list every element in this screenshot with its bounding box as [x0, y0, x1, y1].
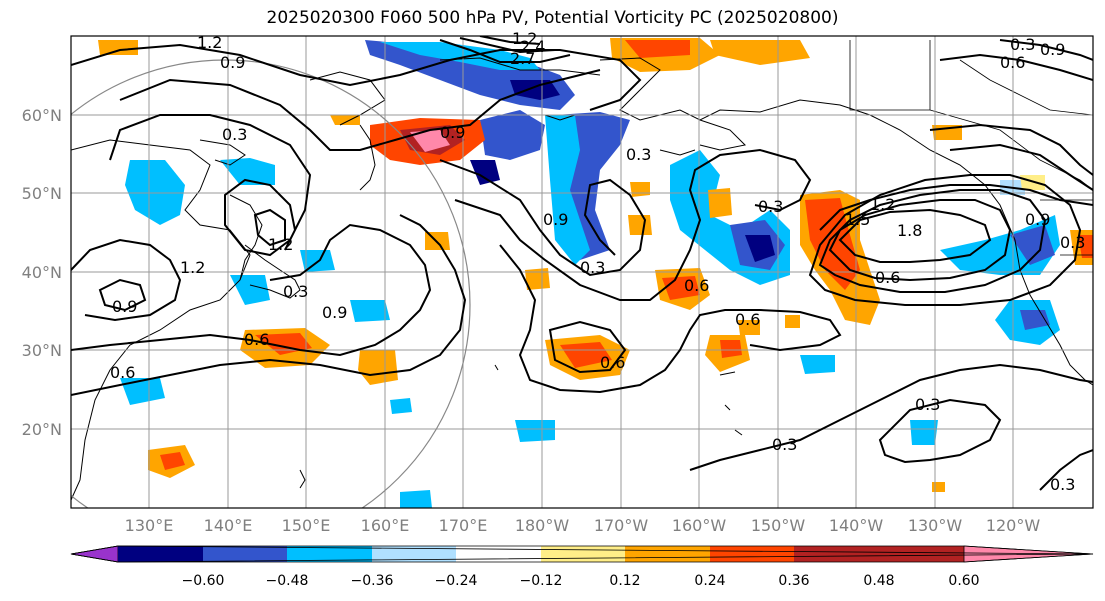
- lon-label-group: 130°E 140°E 150°E 160°E 170°E 180°W 170°…: [125, 516, 1041, 535]
- contour-label: 1.5: [845, 210, 870, 229]
- lon-label: 130°E: [125, 516, 174, 535]
- colorbar-segment: [372, 546, 456, 562]
- colorbar-tick-label: −0.24: [435, 573, 478, 589]
- colorbar-segment: [710, 546, 794, 562]
- contour-label: 0.9: [543, 210, 568, 229]
- colorbar-tick-label: 0.12: [609, 573, 640, 589]
- colorbar-segment: [794, 546, 879, 562]
- contour-label: 0.9: [1040, 40, 1065, 59]
- colorbar-outline: [70, 545, 1094, 563]
- contour-label: 0.3: [772, 435, 797, 454]
- coastlines: [71, 40, 1093, 501]
- lat-label-group: 60°N 50°N 40°N 30°N 20°N: [22, 106, 62, 439]
- contour-label: 1.2: [870, 195, 895, 214]
- colorbar-segment: [287, 546, 372, 562]
- lon-label: 120°W: [986, 516, 1041, 535]
- contour-label: 0.3: [1010, 35, 1035, 54]
- contour-label: 2.4: [520, 37, 545, 56]
- colorbar-tick-label: −0.12: [520, 573, 563, 589]
- contour-label-group: 1.2 0.9 2.4 2.7 0.6 0.9 0.3 0.9 0.9 0.3 …: [110, 29, 1085, 494]
- contour-label: 0.6: [600, 353, 625, 372]
- contour-label: 0.6: [1000, 53, 1025, 72]
- map-frame: [70, 35, 1094, 509]
- contour-label: 0.3: [580, 258, 605, 277]
- contour-label: 0.3: [626, 145, 651, 164]
- lon-label: 140°W: [829, 516, 884, 535]
- colorbar-segment: [456, 546, 541, 562]
- lon-label: 130°W: [908, 516, 963, 535]
- contour-label: 1.2: [180, 258, 205, 277]
- contour-label: 0.9: [1025, 210, 1050, 229]
- contour-label: 0.3: [222, 125, 247, 144]
- contour-label: 0.9: [220, 53, 245, 72]
- colorbar: −0.60 −0.48 −0.36 −0.24 −0.12 0.12 0.24 …: [70, 545, 1094, 589]
- contour-label: 0.6: [875, 268, 900, 287]
- contour-label: 1.8: [897, 221, 922, 240]
- pv-contours: [71, 36, 1093, 491]
- lat-label: 30°N: [22, 341, 62, 360]
- contour-label: 0.6: [684, 276, 709, 295]
- colorbar-tick-label: −0.36: [351, 573, 394, 589]
- contour-label: 0.9: [440, 123, 465, 142]
- contour-label: 0.3: [915, 395, 940, 414]
- lon-label: 160°E: [361, 516, 410, 535]
- contour-label: 0.3: [758, 197, 783, 216]
- lat-label: 50°N: [22, 184, 62, 203]
- lon-label: 150°E: [282, 516, 331, 535]
- colorbar-segment: [879, 546, 964, 562]
- lon-label: 170°E: [439, 516, 488, 535]
- colorbar-tick-label: 0.24: [694, 573, 725, 589]
- contour-label: 0.9: [322, 303, 347, 322]
- contour-label: 0.6: [735, 310, 760, 329]
- contour-label: 0.3: [283, 282, 308, 301]
- lon-label: 170°W: [594, 516, 649, 535]
- lat-label: 40°N: [22, 263, 62, 282]
- colorbar-segment: [203, 546, 287, 562]
- lat-label: 20°N: [22, 420, 62, 439]
- range-circle: [71, 59, 471, 508]
- contour-label: 0.6: [244, 330, 269, 349]
- contour-label: 2.7: [510, 49, 535, 68]
- lon-label: 180°W: [515, 516, 570, 535]
- contour-label: 0.3: [1060, 233, 1085, 252]
- contour-label: 1.2: [268, 235, 293, 254]
- lon-label: 150°W: [751, 516, 806, 535]
- contour-label: 0.3: [1050, 475, 1075, 494]
- colorbar-tick-label: −0.48: [266, 573, 309, 589]
- lon-label: 160°W: [672, 516, 727, 535]
- colorbar-tick-label: 0.48: [863, 573, 894, 589]
- colorbar-segment: [625, 546, 710, 562]
- contour-label: 1.2: [512, 29, 537, 48]
- lon-label: 140°E: [204, 516, 253, 535]
- colorbar-segment: [541, 546, 625, 562]
- lat-label: 60°N: [22, 106, 62, 125]
- gridlines: [71, 36, 1093, 508]
- colorbar-segment: [118, 546, 203, 562]
- colorbar-tick-label: 0.60: [948, 573, 979, 589]
- colorbar-tick-label: −0.60: [182, 573, 225, 589]
- map-title: 2025020300 F060 500 hPa PV, Potential Vo…: [266, 8, 839, 28]
- colorbar-tick-label: 0.36: [778, 573, 809, 589]
- contour-label: 0.6: [110, 363, 135, 382]
- colorbar-extend-min: [70, 545, 119, 563]
- contour-label: 1.2: [197, 33, 222, 52]
- contour-label: 0.9: [112, 297, 137, 316]
